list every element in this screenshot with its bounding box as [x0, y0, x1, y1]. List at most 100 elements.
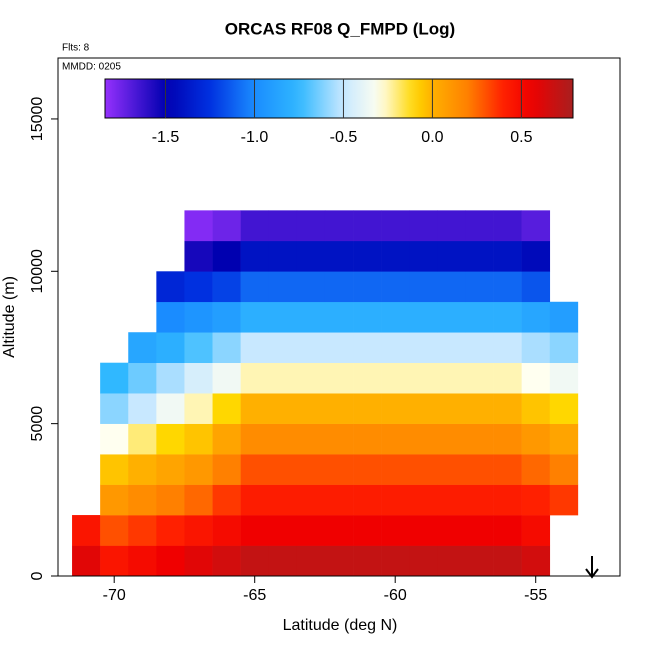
cell	[493, 362, 522, 394]
cell	[465, 454, 494, 485]
cell	[184, 332, 213, 364]
cell	[212, 301, 241, 333]
cell	[324, 240, 354, 272]
cell	[100, 545, 129, 577]
cell	[353, 545, 382, 577]
cell	[465, 301, 494, 333]
cell	[184, 301, 213, 333]
cell	[184, 362, 213, 394]
cell	[324, 545, 354, 577]
cell	[72, 545, 101, 577]
cell	[156, 362, 185, 394]
cell	[493, 301, 522, 333]
cell	[128, 484, 157, 516]
cell	[521, 393, 551, 424]
cell	[549, 393, 579, 424]
cell	[493, 240, 522, 272]
arrow	[585, 556, 599, 579]
cell	[296, 271, 326, 303]
cell	[493, 271, 522, 303]
annotation: MMDD: 0205	[62, 62, 121, 73]
cell	[493, 484, 522, 516]
cell	[268, 332, 298, 364]
cell	[437, 545, 466, 577]
cell	[409, 301, 438, 333]
cell	[465, 240, 494, 272]
x-axis-label: Latitude (deg N)	[283, 617, 398, 634]
cell	[156, 332, 185, 364]
cell	[549, 301, 579, 333]
cell	[296, 454, 326, 485]
cell	[353, 240, 382, 272]
cell	[521, 515, 551, 546]
cell	[465, 484, 494, 516]
cell	[268, 393, 298, 424]
cell	[437, 240, 466, 272]
cell	[353, 484, 382, 516]
cell	[296, 301, 326, 333]
cell	[465, 423, 494, 455]
cell	[549, 362, 579, 394]
cell	[128, 332, 157, 364]
cell	[549, 423, 579, 455]
cell	[296, 484, 326, 516]
cell	[324, 332, 354, 364]
cell	[465, 210, 494, 242]
cell	[212, 362, 241, 394]
cell	[381, 301, 410, 333]
cell	[549, 454, 579, 485]
cell	[437, 515, 466, 546]
cell	[184, 271, 213, 303]
cell	[465, 362, 494, 394]
cell	[100, 393, 129, 424]
cell	[212, 484, 241, 516]
x-tick-label: -70	[103, 587, 126, 604]
cell	[353, 423, 382, 455]
cell	[296, 393, 326, 424]
cell	[324, 515, 354, 546]
cell	[268, 515, 298, 546]
cell	[268, 240, 298, 272]
cell	[296, 515, 326, 546]
cell	[324, 484, 354, 516]
cell	[240, 393, 270, 424]
cell	[381, 210, 410, 242]
cell	[493, 210, 522, 242]
cell	[437, 393, 466, 424]
x-tick-label: -55	[524, 587, 547, 604]
cell	[409, 210, 438, 242]
cell	[156, 271, 185, 303]
cell	[381, 332, 410, 364]
cell	[381, 240, 410, 272]
cell	[493, 454, 522, 485]
chart-title: ORCAS RF08 Q_FMPD (Log)	[225, 19, 455, 38]
cell	[100, 423, 129, 455]
colorbar-tick-label: -1.0	[241, 129, 269, 146]
cell	[521, 301, 551, 333]
cell	[100, 484, 129, 516]
cell	[493, 332, 522, 364]
cell	[212, 240, 241, 272]
cell	[437, 210, 466, 242]
cell	[409, 271, 438, 303]
cell	[437, 301, 466, 333]
cell	[296, 210, 326, 242]
cell	[240, 210, 270, 242]
cell	[240, 423, 270, 455]
cell	[156, 545, 185, 577]
cell	[465, 332, 494, 364]
cell	[240, 362, 270, 394]
cell	[409, 240, 438, 272]
cell	[493, 393, 522, 424]
cell	[353, 210, 382, 242]
cell	[296, 332, 326, 364]
cell	[324, 454, 354, 485]
cell	[381, 393, 410, 424]
cell	[437, 484, 466, 516]
cell	[521, 332, 551, 364]
y-tick-label: 0	[29, 571, 46, 580]
cell	[409, 545, 438, 577]
cell	[381, 423, 410, 455]
cell	[437, 332, 466, 364]
